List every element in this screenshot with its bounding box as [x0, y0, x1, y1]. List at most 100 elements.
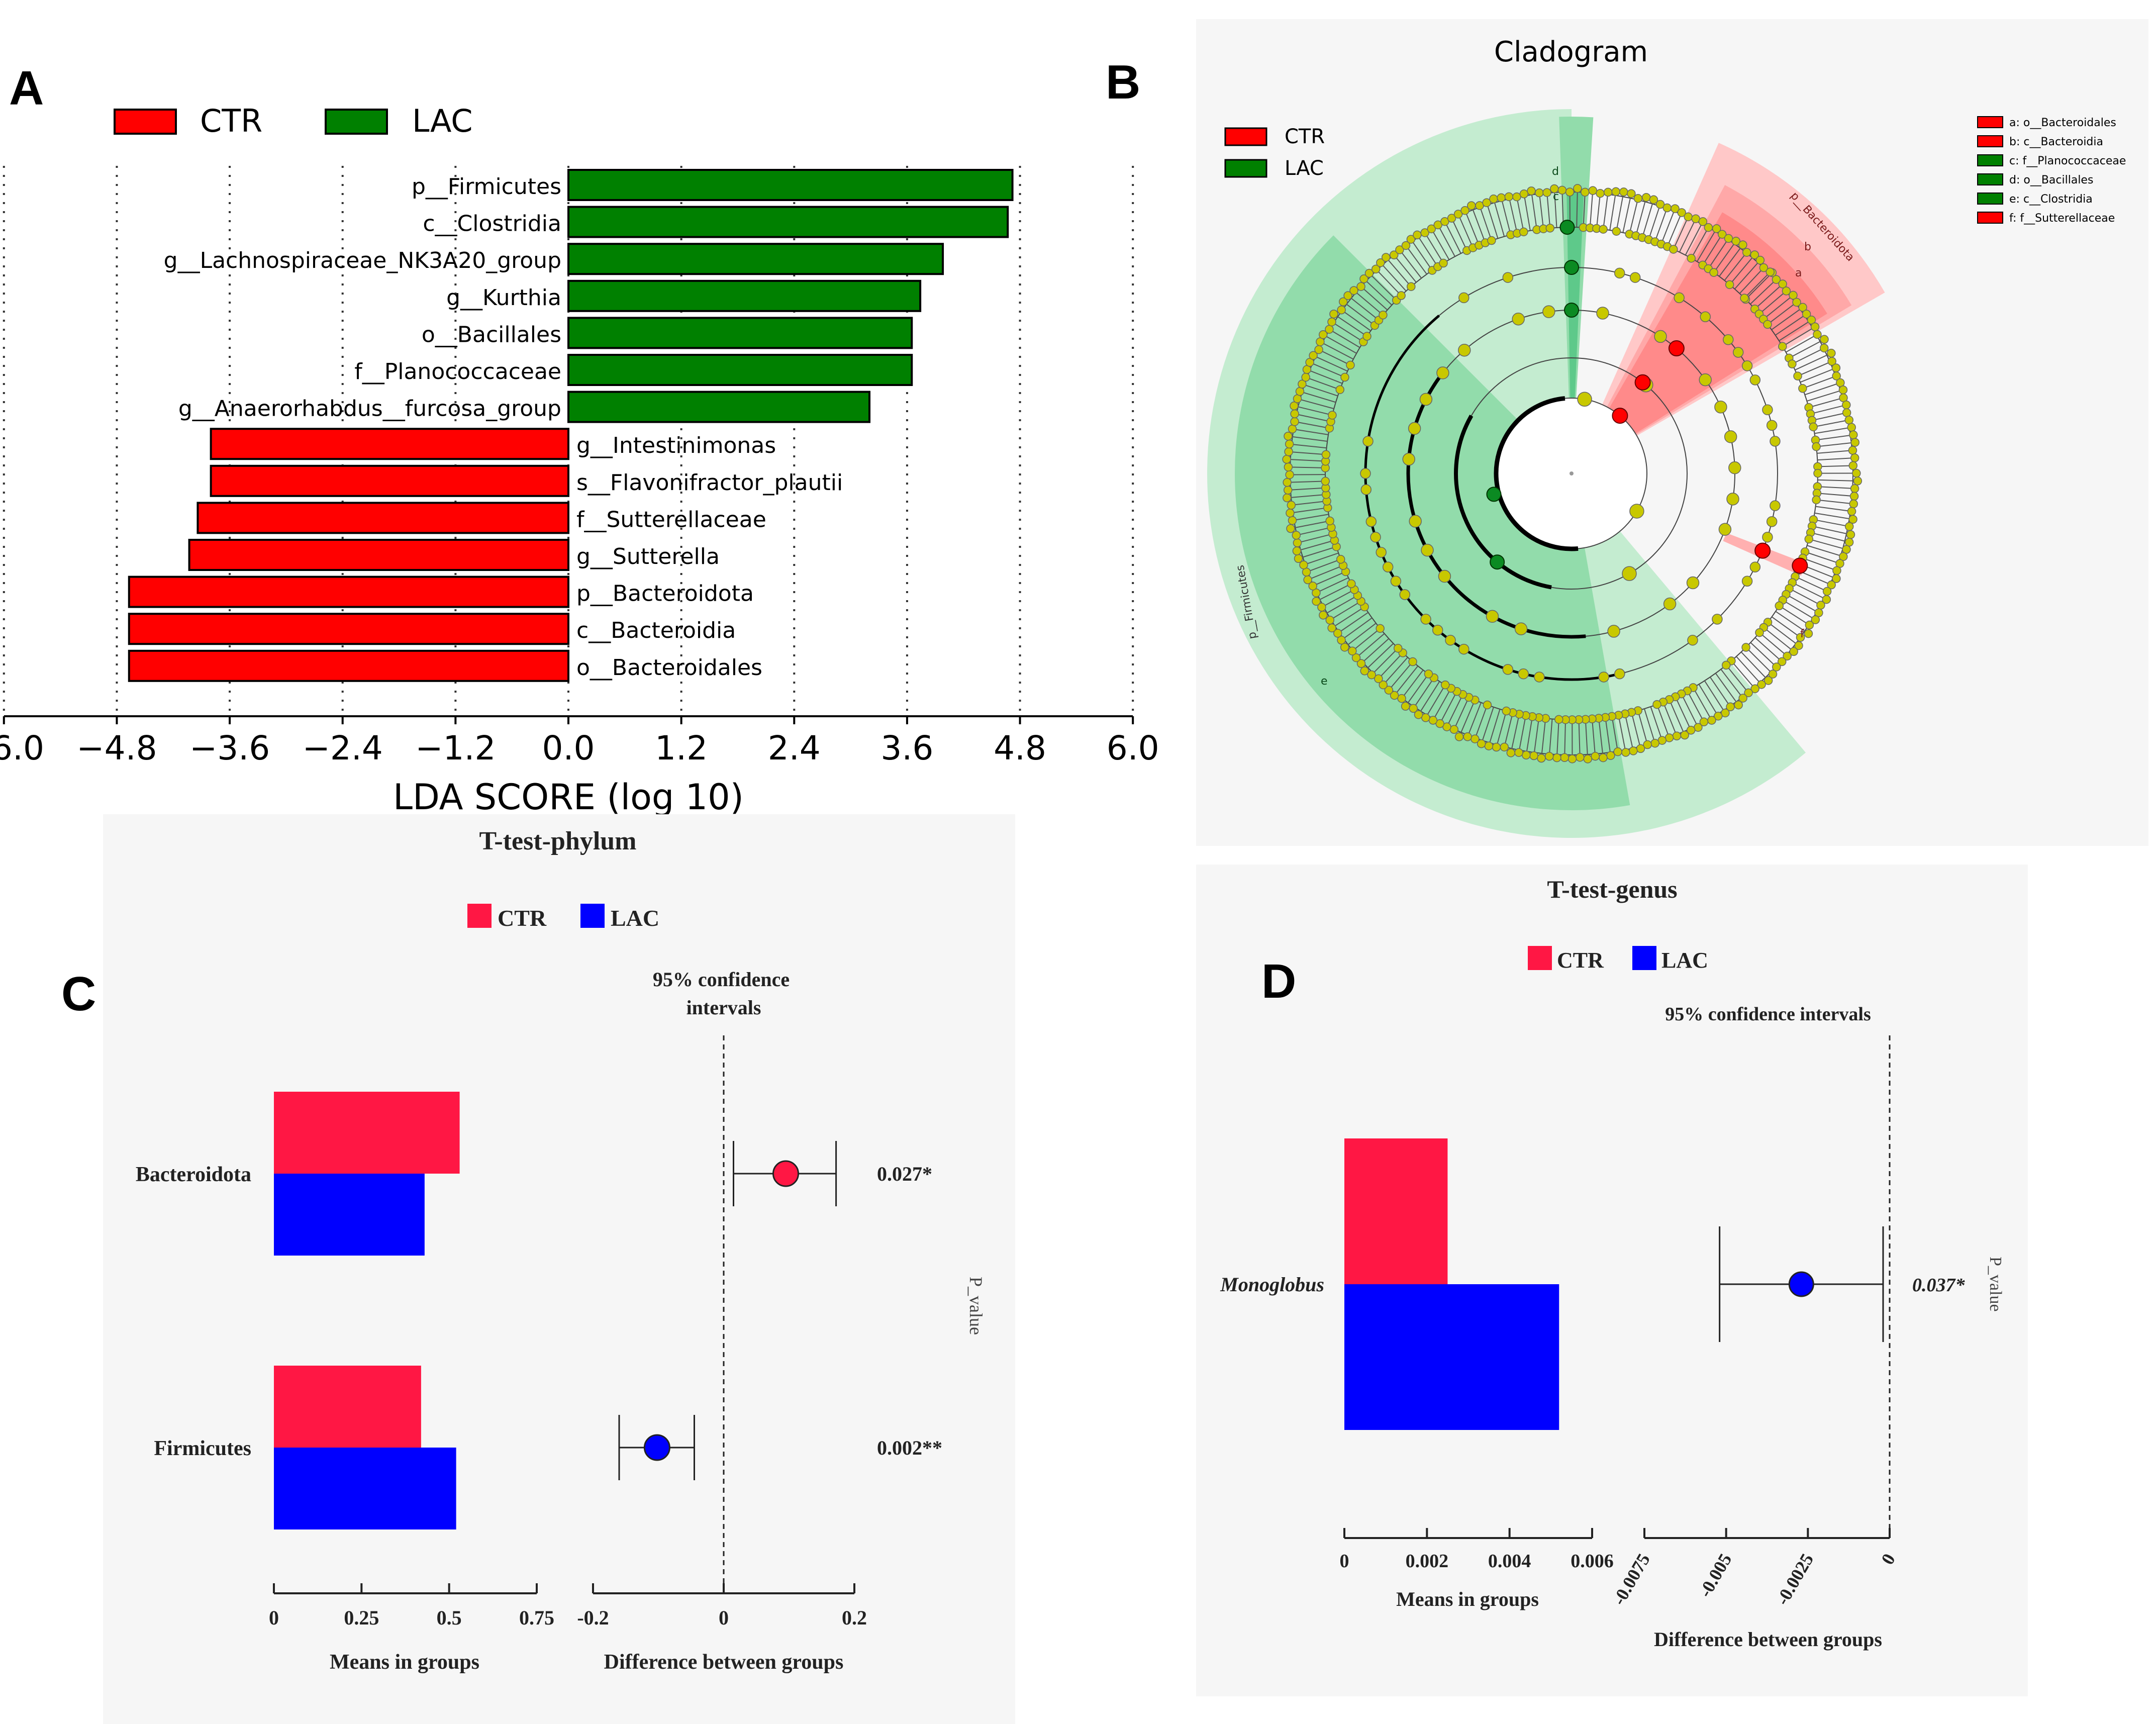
clado-family-node: [1420, 614, 1431, 625]
clado-leaf-node: [1299, 560, 1308, 569]
clado-leaf-node: [1308, 582, 1317, 591]
clado-leaf-branch: [1804, 382, 1841, 396]
clado-leaf-node: [1849, 492, 1859, 501]
clado-leaf-branch: [1287, 494, 1326, 499]
clado-leaf-branch: [1589, 190, 1594, 228]
clado-genus-node: [1346, 360, 1355, 370]
clado-leaf-node: [1744, 688, 1753, 698]
clado-leaf-branch: [1631, 712, 1641, 749]
panel-d: D T-test-genus CTR LAC 95% confidence in…: [1196, 865, 2028, 1696]
clado-leaf-branch: [1795, 352, 1832, 370]
clado-leaf-branch: [1813, 519, 1849, 527]
panel-letter-a: A: [9, 61, 44, 115]
clado-genus-node: [1793, 371, 1802, 380]
clado-leaf-branch: [1303, 552, 1339, 565]
clado-leaf-branch: [1302, 384, 1338, 397]
clado-leaf-node: [1789, 647, 1798, 656]
clado-leaf-branch: [1656, 704, 1670, 738]
clado-leaf-node: [1832, 566, 1841, 575]
clado-lac-biomarker-node: [1559, 220, 1575, 235]
clado-leaf-node: [1811, 615, 1820, 624]
clado-leaf-branch: [1713, 241, 1737, 273]
clado-genus-node: [1393, 643, 1403, 653]
clado-leaf-node: [1684, 212, 1693, 222]
clado-leaf-node: [1433, 220, 1442, 230]
clado-order-node: [1728, 461, 1741, 474]
clado-leaf-branch: [1662, 702, 1678, 736]
clado-legend-swatch-lac: [1224, 159, 1267, 178]
clado-leaf-branch: [1516, 197, 1524, 232]
clado-leaf-node: [1849, 430, 1858, 439]
clado-leaf-node: [1649, 195, 1658, 205]
clado-family-node: [1502, 272, 1514, 283]
clado-leaf-node: [1319, 330, 1328, 339]
clado-leaf-branch: [1719, 244, 1743, 277]
clado-family-node: [1732, 347, 1744, 358]
clado-leaf-node: [1288, 516, 1297, 525]
clado-leaf-node: [1772, 275, 1781, 284]
clado-leaf-node: [1768, 669, 1778, 679]
clado-leaf-node: [1349, 286, 1358, 295]
lda-bar: [567, 317, 913, 349]
clado-leaf-node: [1552, 753, 1561, 762]
clado-family-node: [1360, 484, 1372, 495]
ttest-phylum-diff-point: [643, 1434, 670, 1461]
clado-leaf-node: [1757, 680, 1766, 689]
clado-genus-node: [1669, 245, 1678, 254]
lda-bar: [210, 428, 569, 460]
clado-leaf-node: [1527, 186, 1536, 196]
clado-leaf-node: [1603, 187, 1613, 197]
clado-leaf-branch: [1316, 583, 1352, 602]
clado-family-node: [1741, 360, 1753, 371]
clado-leaf-branch: [1453, 697, 1469, 730]
clado-leaf-node: [1619, 187, 1628, 197]
clado-leaf-branch: [1510, 714, 1520, 753]
clado-leaf-branch: [1673, 216, 1689, 250]
lda-category-label: g__Intestinimonas: [576, 433, 776, 458]
clado-genus-node: [1812, 442, 1821, 451]
clado-leaf-branch: [1307, 369, 1343, 384]
clado-leaf-branch: [1290, 507, 1328, 514]
lda-bar: [210, 464, 569, 497]
clado-leaf-node: [1294, 554, 1303, 563]
clado-leaf-node: [1844, 415, 1853, 425]
clado-leaf-node: [1805, 620, 1814, 630]
clado-leaf-branch: [1745, 647, 1774, 675]
clado-leaf-branch: [1616, 191, 1624, 232]
clado-leaf-branch: [1691, 227, 1709, 259]
clado-leaf-node: [1832, 371, 1841, 380]
clado-leaf-node: [1606, 751, 1615, 760]
clado-leaf-branch: [1592, 719, 1596, 756]
clado-leaf-node: [1471, 734, 1480, 743]
clado-leaf-branch: [1329, 329, 1360, 348]
clado-leaf-node: [1376, 258, 1385, 267]
clado-family-node: [1614, 668, 1625, 680]
clado-leaf-node: [1633, 194, 1643, 203]
ttest-phylum-p-value: 0.002**: [877, 1436, 942, 1459]
clado-leaf-branch: [1603, 192, 1609, 230]
clado-order-node: [1654, 330, 1667, 343]
clado-leaf-node: [1401, 702, 1410, 711]
clado-leaf-node: [1789, 291, 1798, 300]
ttest-phylum-legend-label-ctr: CTR: [498, 905, 547, 931]
clado-leaf-node: [1849, 499, 1858, 509]
clado-leaf-branch: [1289, 451, 1326, 455]
clado-leaf-node: [1348, 646, 1357, 655]
ttest-phylum-bar-lac: [274, 1448, 456, 1529]
clado-leaf-branch: [1288, 466, 1326, 468]
clado-genus-node: [1763, 320, 1772, 329]
clado-leaf-node: [1293, 538, 1302, 547]
clado-leaf-node: [1850, 453, 1859, 462]
clado-leaf-branch: [1792, 347, 1825, 365]
clado-leaf-node: [1573, 184, 1582, 193]
clado-leaf-node: [1853, 476, 1863, 486]
clado-leaf-branch: [1767, 302, 1797, 325]
lda-category-label: c__Bacteroidia: [576, 618, 736, 643]
clado-leaf-node: [1489, 195, 1498, 204]
clado-order-node: [1724, 430, 1737, 443]
clado-order-node: [1663, 597, 1677, 611]
clado-leaf-node: [1284, 431, 1293, 441]
ttest-phylum-means-tick-label: 0.5: [437, 1606, 462, 1629]
clado-leaf-branch: [1817, 457, 1855, 461]
clado-leaf-branch: [1622, 194, 1632, 233]
